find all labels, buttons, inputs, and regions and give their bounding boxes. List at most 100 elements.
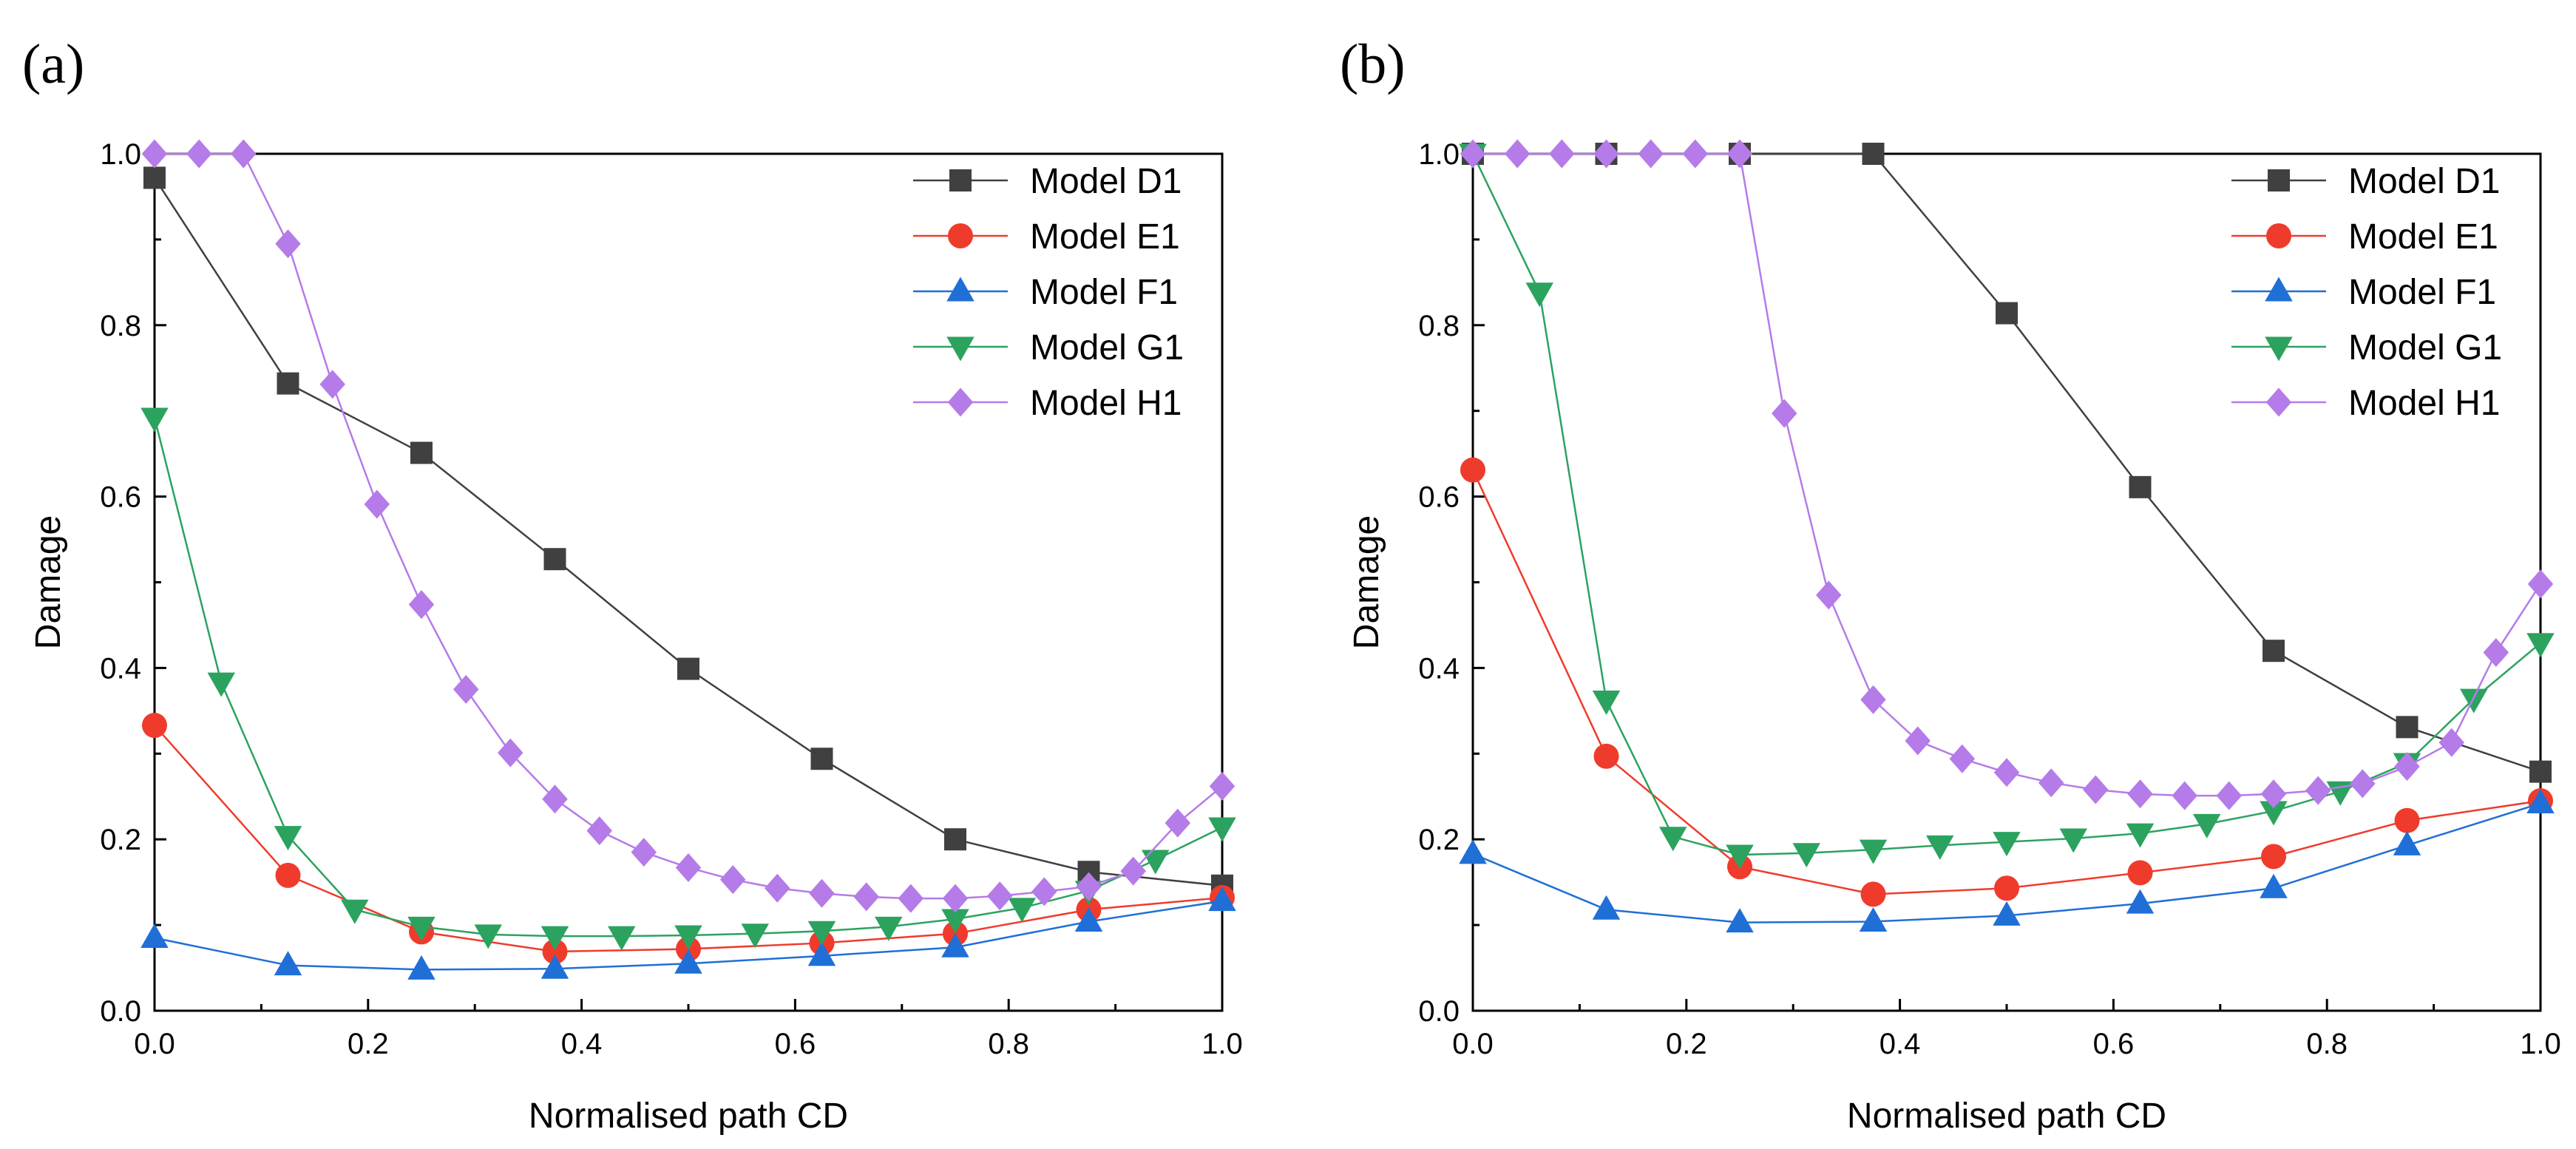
data-point [2193, 813, 2221, 838]
data-point [1792, 843, 1820, 868]
data-point [2261, 844, 2286, 870]
legend-label: Model D1 [2348, 162, 2500, 201]
data-point [2127, 779, 2153, 809]
legend-item: Model H1 [2231, 384, 2500, 423]
data-point [875, 916, 903, 941]
data-point [1905, 726, 1931, 756]
data-point [275, 862, 301, 888]
data-point [1592, 895, 1621, 920]
legend-item: Model D1 [913, 162, 1182, 201]
y-tick-label: 0.6 [1418, 481, 1460, 514]
x-tick-label: 0.0 [134, 1028, 175, 1060]
legend-marker [2265, 336, 2293, 362]
legend-marker [948, 223, 973, 248]
data-point [1816, 580, 1842, 610]
data-point [1459, 839, 1487, 864]
data-point [674, 925, 702, 950]
legend-marker [946, 277, 975, 302]
legend-item: Model F1 [2231, 273, 2496, 312]
data-point [1549, 139, 1575, 169]
data-point [540, 954, 569, 979]
data-point [1993, 758, 2020, 787]
legend-marker [2265, 277, 2293, 302]
x-tick-label: 0.8 [2306, 1028, 2348, 1060]
legend-item: Model E1 [2231, 217, 2498, 257]
data-point [474, 924, 502, 949]
data-point [341, 899, 369, 924]
data-point [2129, 475, 2152, 498]
data-point [2260, 873, 2288, 898]
data-point [186, 139, 212, 169]
x-tick-label: 0.6 [2093, 1028, 2135, 1060]
data-point [1926, 835, 1954, 860]
x-tick-label: 0.4 [561, 1028, 603, 1060]
data-point [1859, 906, 1888, 932]
data-point [1996, 302, 2018, 325]
legend: Model D1 Model E1 Model F1 Model G1 Model H1 [2231, 162, 2502, 423]
data-point [207, 672, 235, 697]
data-point [1726, 908, 1754, 933]
data-point [719, 865, 746, 895]
data-point [1860, 881, 1886, 907]
data-point [2393, 830, 2421, 855]
legend-marker [2265, 387, 2292, 417]
data-point [2396, 716, 2419, 739]
x-tick-label: 0.2 [1666, 1028, 1707, 1060]
data-point [2526, 633, 2555, 658]
y-tick-label: 0.0 [100, 995, 141, 1028]
data-point [1460, 457, 1485, 483]
panel-label-a: (a) [22, 33, 84, 95]
data-point [1862, 143, 1885, 165]
data-point [407, 955, 435, 980]
y-axis-label: Damage [29, 515, 68, 649]
series-model-d1 [143, 166, 1233, 897]
legend-marker [2266, 223, 2291, 248]
data-point [2526, 789, 2555, 814]
x-tick-label: 0.0 [1452, 1028, 1494, 1060]
x-tick-label: 0.4 [1880, 1028, 1921, 1060]
data-point [2083, 775, 2109, 804]
data-point [944, 828, 966, 851]
data-point [274, 951, 302, 976]
data-point [142, 713, 167, 739]
data-point [1593, 139, 1619, 169]
y-tick-label: 1.0 [100, 138, 141, 171]
y-tick-label: 0.6 [100, 481, 141, 514]
panel-b: (b) 0.0 0.2 0.4 0.6 0.8 1.0 0.0 0.2 0.4 0.6 0.8 1.0… [1340, 33, 2561, 1136]
data-point [2527, 569, 2554, 599]
y-tick-label: 0.2 [1418, 824, 1460, 856]
data-point [140, 407, 169, 433]
data-point [2438, 728, 2464, 757]
data-point [1008, 898, 1036, 923]
series-line [154, 725, 1223, 953]
data-point [364, 489, 390, 519]
data-point [765, 873, 790, 903]
data-point [1525, 282, 1553, 308]
data-point [498, 738, 523, 767]
data-point [319, 370, 345, 399]
x-tick-label: 0.2 [348, 1028, 389, 1060]
y-tick-label: 0.4 [100, 652, 141, 685]
series-line [1471, 153, 2541, 856]
series-model-h1 [1460, 139, 2554, 810]
data-point [407, 916, 435, 941]
data-point [1592, 690, 1621, 715]
legend-marker [2268, 169, 2290, 192]
y-tick-label: 0.0 [1418, 995, 1460, 1028]
data-point [542, 784, 568, 814]
data-point [1860, 685, 1886, 714]
data-point [853, 882, 879, 912]
y-tick-label: 0.4 [1418, 652, 1460, 685]
data-point [1074, 906, 1103, 932]
data-point [1993, 832, 2021, 857]
legend-marker [946, 336, 975, 362]
data-point [140, 923, 169, 948]
data-point [275, 229, 301, 259]
series-line [1471, 470, 2541, 895]
data-point [2059, 828, 2087, 853]
data-point [1859, 839, 1888, 864]
data-point [1949, 744, 1976, 773]
data-point [410, 441, 433, 464]
data-point [2260, 779, 2287, 809]
